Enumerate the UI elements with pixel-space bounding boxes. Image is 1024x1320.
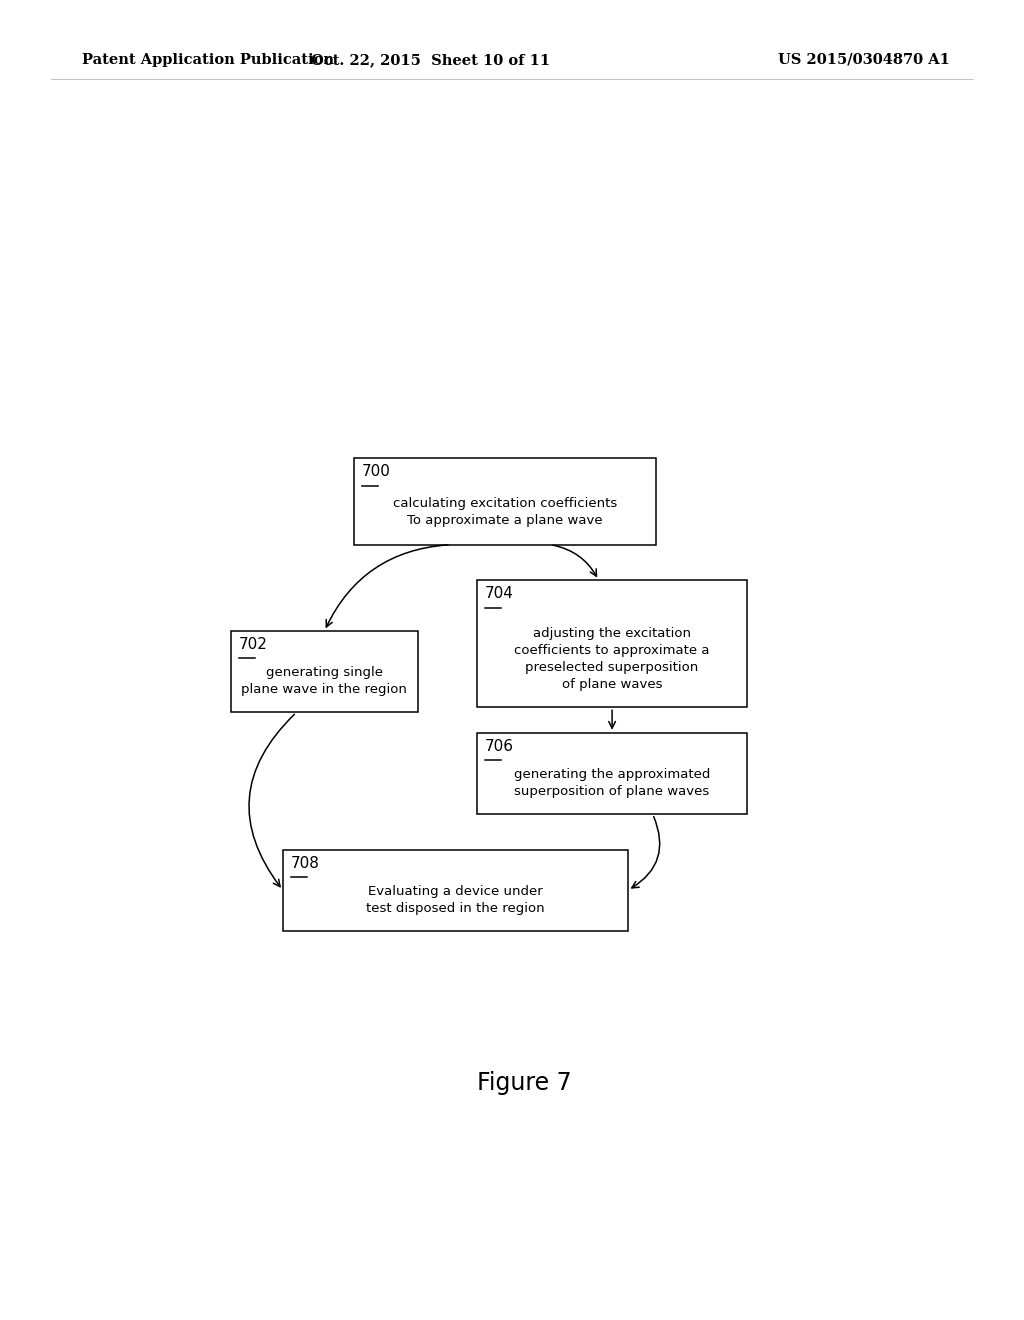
Text: US 2015/0304870 A1: US 2015/0304870 A1	[778, 53, 950, 67]
Text: Patent Application Publication: Patent Application Publication	[82, 53, 334, 67]
Bar	[477, 581, 748, 708]
Text: Evaluating a device under
test disposed in the region: Evaluating a device under test disposed …	[366, 884, 545, 915]
Text: adjusting the excitation
coefficients to approximate a
preselected superposition: adjusting the excitation coefficients to…	[514, 627, 710, 690]
Text: 702: 702	[240, 638, 268, 652]
Bar	[283, 850, 628, 931]
Text: 704: 704	[485, 586, 514, 602]
Bar	[231, 631, 418, 713]
Text: generating single
plane wave in the region: generating single plane wave in the regi…	[242, 667, 408, 697]
Text: Figure 7: Figure 7	[477, 1072, 572, 1096]
Text: 706: 706	[485, 739, 514, 754]
Bar	[354, 458, 655, 545]
Text: Oct. 22, 2015  Sheet 10 of 11: Oct. 22, 2015 Sheet 10 of 11	[310, 53, 550, 67]
Text: 700: 700	[362, 465, 391, 479]
Bar	[477, 733, 748, 814]
Text: calculating excitation coefficients
To approximate a plane wave: calculating excitation coefficients To a…	[393, 496, 617, 527]
Text: generating the approximated
superposition of plane waves: generating the approximated superpositio…	[514, 768, 711, 799]
Text: 708: 708	[291, 855, 319, 871]
